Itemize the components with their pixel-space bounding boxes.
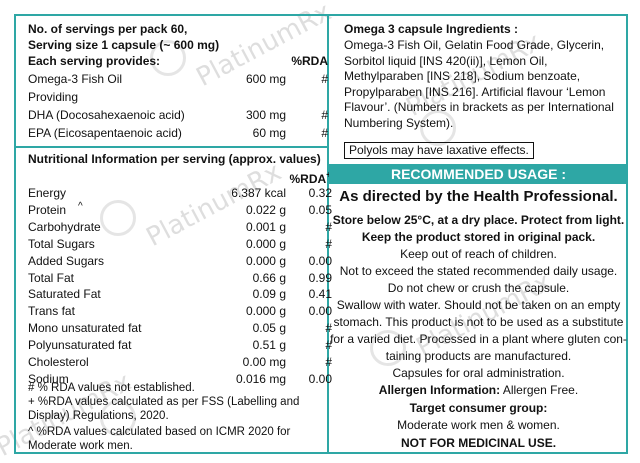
nutrition-row-value: 0.00 mg: [242, 355, 286, 369]
nutrition-row-name: Trans fat: [28, 304, 75, 319]
nutrition-row-rda: #: [325, 321, 332, 336]
servings-row-name: Providing: [28, 90, 79, 104]
servings-row-rda: #: [321, 72, 328, 86]
nutrition-row-rda: 0.32: [308, 186, 332, 200]
footnote-not-established: # % RDA values not established.: [28, 382, 195, 394]
nutrition-row-value: 0.000 g: [245, 253, 286, 268]
nutrition-row-name: Carbohydrate: [28, 219, 101, 234]
servings-row-rda: #: [321, 108, 328, 122]
keep-original-pack: Keep the product stored in original pack…: [361, 230, 596, 244]
allergen-info: Allergen Information: Allergen Free.: [329, 382, 628, 398]
swallow-line-2: stomach. This product is not to be used …: [333, 315, 624, 329]
target-group-value: Moderate work men & women.: [397, 418, 560, 432]
nutrition-row-rda: 0.00: [308, 304, 332, 319]
oral-administration: Capsules for oral administration.: [392, 366, 565, 380]
column-divider: [327, 14, 329, 454]
nutrition-row-name: Total Fat: [28, 270, 75, 285]
nutrition-table: Energy 6.387 kcal 0.32 Protein ^ 0.022 g 0.05 C…: [16, 16, 332, 452]
keep-from-children: Keep out of reach of children.: [400, 247, 557, 261]
servings-header-rda: %RDA: [291, 54, 328, 68]
nutrition-row-rda: #: [325, 355, 332, 369]
label-frame: [14, 14, 628, 454]
servings-row-qty: 300 mg: [245, 108, 286, 122]
servings-row-rda: #: [321, 126, 328, 140]
target-group-label: Target consumer group:: [409, 401, 548, 415]
not-medicinal: NOT FOR MEDICINAL USE.: [400, 436, 557, 450]
footnote-icmr: ^ %RDA values calculated based on ICMR 2…: [28, 426, 291, 452]
polyols-warning: Polyols may have laxative effects.: [344, 142, 534, 159]
nutrition-row-name: Saturated Fat: [28, 287, 101, 302]
servings-row-name: EPA (Eicosapentaenoic acid): [28, 126, 182, 140]
nutrition-row-value: 0.000 g: [245, 304, 286, 319]
recommended-usage-banner: RECOMMENDED USAGE :: [329, 164, 628, 184]
ingredients-text: Omega-3 Fish Oil, Gelatin Food Grade, Gl…: [344, 38, 614, 130]
nutrition-row-name: Cholesterol: [28, 355, 89, 369]
nutrition-row-name: Added Sugars: [28, 253, 105, 268]
allergen-value: Allergen Free.: [500, 383, 579, 397]
nutrition-row-sup: ^: [78, 200, 83, 212]
nutrition-row-rda: #: [325, 219, 332, 234]
nutrition-footnotes: # % RDA values not established. + %RDA v…: [16, 16, 326, 452]
footnote-fss: + %RDA values calculated as per FSS (Lab…: [28, 396, 300, 422]
servings-row-name: DHA (Docosahexaenoic acid): [28, 108, 185, 122]
directed-by-professional: As directed by the Health Professional.: [339, 188, 618, 205]
serving-size: Serving size 1 capsule (~ 600 mg): [28, 38, 220, 52]
nutrition-row-value: 0.09 g: [252, 287, 286, 302]
swallow-line-1: Swallow with water. Should not be taken …: [336, 298, 621, 312]
nutrition-row-value: 0.05 g: [252, 321, 286, 336]
servings-row-qty: 600 mg: [245, 72, 286, 86]
swallow-line-4: taining products are manufactured.: [385, 349, 572, 363]
nutrition-title: Nutritional Information per serving (app…: [28, 152, 321, 166]
nutrition-row-value: 0.016 mg: [235, 371, 286, 386]
nutrition-rda-header: %RDA: [289, 172, 327, 186]
nutrition-row-value: 0.66 g: [252, 270, 286, 285]
nutrition-row-name: Polyunsaturated fat: [28, 338, 132, 353]
nutrition-row-name: Sodium: [28, 371, 69, 386]
servings-header-label: Each serving provides:: [28, 54, 161, 68]
nutrition-row-value: 0.001 g: [245, 219, 286, 234]
nutrition-row-rda: 0.00: [308, 253, 332, 268]
nutrition-row-name: Protein: [28, 202, 67, 217]
nutrition-row-rda: 0.99: [308, 270, 332, 285]
servings-row-qty: 60 mg: [252, 126, 286, 140]
nutrition-row-name: Total Sugars: [28, 236, 95, 251]
no-chew-warning: Do not chew or crush the capsule.: [387, 281, 570, 295]
servings-per-pack: No. of servings per pack 60,: [28, 22, 188, 36]
nutrition-row-rda: 0.41: [308, 287, 332, 302]
left-section-divider: [16, 146, 327, 148]
nutrition-row-value: 0.51 g: [252, 338, 286, 353]
nutrition-row-rda: #: [325, 236, 332, 251]
nutrition-row-value: 0.022 g: [245, 202, 286, 217]
left-column: No. of servings per pack 60, Serving siz…: [16, 16, 332, 452]
swallow-line-3: for a varied diet. Processed in a plant …: [330, 332, 627, 346]
nutrition-row-rda: 0.05: [308, 202, 332, 217]
nutrition-row-name: Energy: [28, 186, 67, 200]
servings-row-name: Omega-3 Fish Oil: [28, 72, 123, 86]
nutrition-row-value: 6.387 kcal: [231, 186, 286, 200]
ingredients-title: Omega 3 capsule Ingredients :: [344, 22, 519, 36]
nutrition-row-rda: #: [325, 338, 332, 353]
not-exceed-usage: Not to exceed the stated recommended dai…: [339, 264, 618, 278]
storage-instruction: Store below 25°C, at a dry place. Protec…: [332, 213, 625, 227]
nutrition-row-value: 0.000 g: [245, 236, 286, 251]
allergen-label: Allergen Information:: [378, 383, 501, 397]
nutrition-row-rda: 0.00: [308, 371, 332, 386]
nutrition-row-name: Mono unsaturated fat: [28, 321, 142, 336]
